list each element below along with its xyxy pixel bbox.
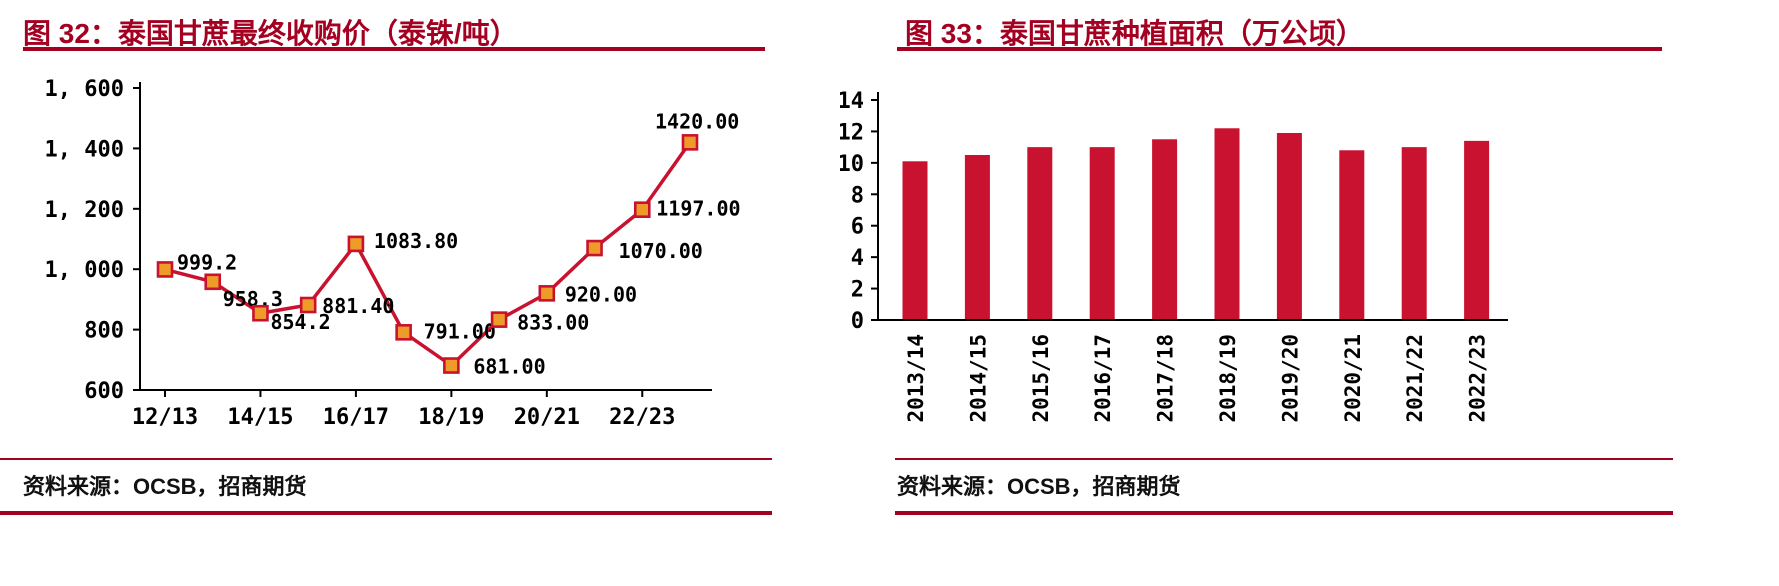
- category-label: 2017/18: [1154, 334, 1178, 423]
- area-bar: [1276, 133, 1302, 320]
- category-label: 2013/14: [904, 334, 928, 423]
- category-label: 2018/19: [1216, 334, 1240, 423]
- data-point-marker: [204, 273, 222, 291]
- data-point-marker: [586, 239, 603, 257]
- y-tick-label: 0: [851, 309, 864, 334]
- data-point-marker: [347, 235, 365, 253]
- figure-32-title-rule: [23, 47, 765, 51]
- area-bar: [1089, 147, 1115, 320]
- category-label: 2021/22: [1403, 334, 1427, 423]
- area-bar: [1464, 140, 1490, 320]
- data-label: 681.00: [473, 355, 545, 379]
- sugarcane-price-line-chart: 600 800 1, 000 1, 200 1, 400 1, 600 12/13 14/15…: [45, 77, 741, 430]
- data-point-marker: [252, 304, 269, 322]
- data-label: 999.2: [177, 250, 237, 274]
- data-point-marker: [633, 201, 651, 219]
- y-tick-label: 1, 400: [45, 137, 124, 162]
- source-top-rule: [0, 458, 772, 460]
- area-bar: [1214, 128, 1240, 320]
- figure-33-title: 图 33：泰国甘蔗种植面积（万公顷）: [905, 18, 1364, 49]
- figure-32-panel: 图 32：泰国甘蔗最终收购价（泰铢/吨） 600 800 1, 000 1, 200 1…: [0, 0, 840, 586]
- y-tick-label: 4: [851, 246, 864, 271]
- area-bar: [964, 155, 990, 320]
- x-tick-label: 16/17: [323, 405, 389, 430]
- category-label: 2020/21: [1341, 334, 1365, 423]
- category-label: 2015/16: [1029, 334, 1053, 423]
- area-bar: [902, 161, 928, 320]
- x-tick-label: 14/15: [227, 405, 293, 430]
- x-tick-label: 22/23: [609, 405, 675, 430]
- data-label: 833.00: [517, 311, 589, 335]
- figure-33-source-block: 资料来源：OCSB，招商期货: [895, 458, 1673, 515]
- y-tick-label: 1, 200: [45, 198, 124, 223]
- data-point-marker: [443, 357, 460, 374]
- y-tick-label: 1, 600: [45, 77, 124, 102]
- y-tick-label: 1, 000: [45, 258, 124, 283]
- figure-32-source-block: 资料来源：OCSB，招商期货: [0, 458, 772, 515]
- y-tick-label: 10: [840, 152, 864, 177]
- data-label: 1070.00: [619, 239, 703, 263]
- area-bar: [1401, 147, 1427, 320]
- y-tick-label: 600: [84, 379, 124, 404]
- category-label: 2016/17: [1091, 334, 1115, 423]
- data-point-marker: [395, 324, 412, 341]
- source-bottom-rule: [895, 511, 1673, 515]
- data-label: 920.00: [565, 282, 637, 306]
- data-label: 1197.00: [656, 197, 740, 221]
- source-bottom-rule: [0, 511, 772, 515]
- data-label: 1420.00: [655, 109, 739, 133]
- y-tick-label: 800: [84, 319, 124, 344]
- x-tick-label: 18/19: [418, 405, 484, 430]
- data-point-marker: [299, 296, 317, 314]
- y-tick-label: 12: [840, 120, 864, 145]
- data-label: 854.2: [270, 310, 330, 334]
- figure-33-title-rule: [897, 47, 1662, 51]
- category-label: 2019/20: [1278, 334, 1302, 423]
- data-point-marker: [156, 261, 174, 278]
- area-bar: [1152, 139, 1178, 320]
- area-bar: [1027, 147, 1053, 320]
- category-label: 2014/15: [966, 334, 990, 423]
- y-tick-label: 14: [840, 89, 864, 114]
- source-top-rule: [895, 458, 1673, 460]
- sugarcane-area-bar-chart: 0 2 4 6 8 10 12 14 2013/14 2014/15 2015/16 2016/17 2…: [840, 89, 1508, 423]
- figure-33-panel: 图 33：泰国甘蔗种植面积（万公顷） 0 2 4 6 8 10 12 14 2013/14 201…: [840, 0, 1779, 586]
- y-tick-label: 6: [851, 215, 864, 240]
- data-label: 1083.80: [374, 229, 458, 253]
- data-label: 881.40: [322, 294, 394, 318]
- x-tick-label: 20/21: [514, 405, 580, 430]
- category-label: 2022/23: [1466, 334, 1490, 423]
- area-bar: [1339, 150, 1365, 320]
- source-text: 资料来源：OCSB，招商期货: [23, 474, 307, 499]
- data-point-marker: [538, 285, 556, 302]
- y-tick-label: 2: [851, 278, 864, 303]
- data-label: 791.00: [424, 319, 496, 343]
- data-point-marker: [681, 134, 699, 151]
- source-text: 资料来源：OCSB，招商期货: [897, 474, 1181, 499]
- data-point-marker: [490, 311, 508, 328]
- figure-32-title: 图 32：泰国甘蔗最终收购价（泰铢/吨）: [23, 18, 518, 49]
- x-tick-label: 12/13: [132, 405, 198, 430]
- y-tick-label: 8: [851, 183, 864, 208]
